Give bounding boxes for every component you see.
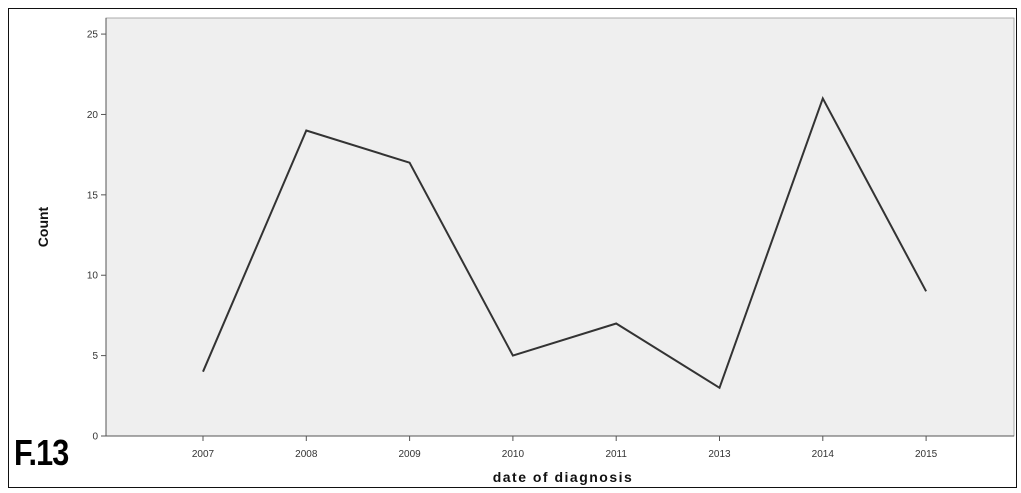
x-ticks: 2007 2008 2009 2010 2011 2013 2014 2015 xyxy=(192,436,938,460)
series-line xyxy=(202,95,927,390)
x-axis-title: date of diagnosis xyxy=(493,469,634,485)
y-tick-label: 10 xyxy=(87,271,99,282)
x-tick-label: 2014 xyxy=(812,449,835,460)
x-tick-label: 2009 xyxy=(398,449,421,460)
y-tick-label: 15 xyxy=(87,190,99,201)
x-tick-label: 2013 xyxy=(708,449,731,460)
y-tick-label: 25 xyxy=(87,30,99,41)
x-tick-label: 2008 xyxy=(295,449,318,460)
y-tick-label: 5 xyxy=(92,351,98,362)
x-tick-label: 2011 xyxy=(605,449,627,460)
figure-label: F.13 xyxy=(14,432,69,473)
y-axis-title: Count xyxy=(35,206,51,247)
x-tick-label: 2015 xyxy=(915,449,938,460)
y-tick-label: 20 xyxy=(87,110,99,121)
y-tick-label: 0 xyxy=(92,432,98,443)
x-tick-label: 2007 xyxy=(192,449,215,460)
x-tick-label: 2010 xyxy=(502,449,525,460)
plot-area xyxy=(105,17,1015,437)
y-ticks: 0 5 10 15 20 25 xyxy=(87,30,106,443)
